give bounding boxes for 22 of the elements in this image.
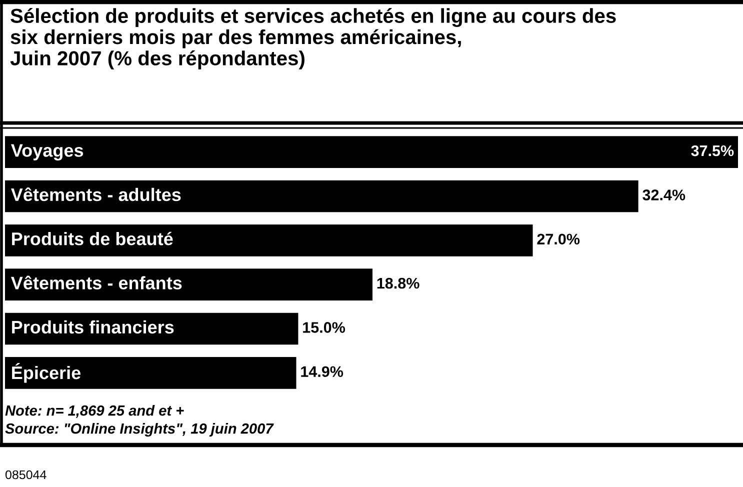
bar: [5, 224, 533, 256]
source-note: Source: "Online Insights", 19 juin 2007: [5, 423, 274, 437]
y-tick-label: Voyages: [10, 144, 84, 160]
y-tick-label: Vêtements - enfants: [10, 276, 182, 290]
bar: [5, 357, 296, 389]
text: 085044: [5, 470, 46, 480]
data-label: 15.0%: [303, 322, 346, 333]
y-tick-label: Produits financiers: [12, 320, 174, 334]
y-tick-label: Vêtements - adultes: [10, 187, 181, 202]
data-label: 37.5%: [691, 145, 734, 156]
bar: [5, 180, 638, 212]
bar: [5, 268, 372, 300]
data-label: 27.0%: [537, 234, 580, 245]
chart-title: Sélection de produits et services achetés en ligne au cours des six derniers mois par des femmes américaines, Juin 2007 (% des répondantes): [10, 8, 616, 70]
data-label: 32.4%: [642, 190, 686, 200]
y-tick-label: Produits de beauté: [12, 232, 173, 246]
y-tick-label: Épicerie: [12, 363, 81, 383]
data-label: 14.9%: [301, 366, 344, 378]
bar: [5, 136, 738, 168]
data-label: 18.8%: [377, 278, 420, 289]
bar: [5, 312, 298, 345]
text: Note: n= 1,869 25 and et +: [5, 405, 184, 418]
